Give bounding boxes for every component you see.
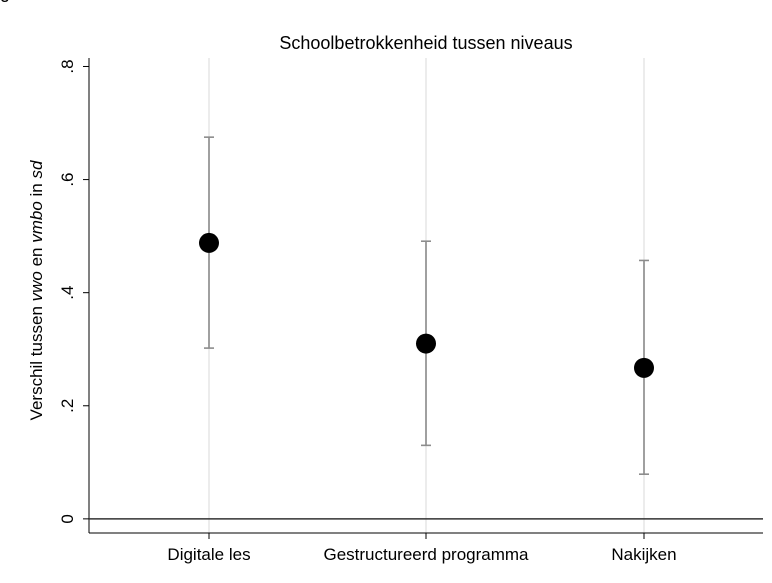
y-tick-label-4: .8 bbox=[58, 59, 77, 73]
data-points bbox=[199, 232, 654, 378]
data-point-1 bbox=[199, 232, 219, 253]
y-tick-label-1: .2 bbox=[58, 399, 77, 413]
y-axis-title-part-1: Verschil tussen bbox=[27, 301, 46, 420]
y-axis-title: Verschil tussen vwo en vmbo in sd bbox=[27, 160, 46, 420]
y-axis-title-part-5: in bbox=[27, 179, 46, 202]
y-ticks: 0 .2 .4 .6 .8 bbox=[58, 59, 89, 524]
x-ticks: Digitale les Gestructureerd programma Naki… bbox=[167, 533, 677, 564]
chart-title: Schoolbetrokkenheid tussen niveaus bbox=[279, 33, 572, 53]
x-tick-label-1: Gestructureerd programma bbox=[323, 545, 529, 564]
y-axis-title-part-2: vwo bbox=[27, 271, 46, 301]
y-tick-label-2: .4 bbox=[58, 286, 77, 300]
y-axis-title-part-4: vmbo bbox=[27, 201, 46, 243]
x-tick-label-0: Digitale les bbox=[167, 545, 250, 564]
data-point-2 bbox=[416, 333, 436, 354]
y-tick-label-3: .6 bbox=[58, 172, 77, 186]
y-tick-label-0: 0 bbox=[58, 514, 77, 523]
y-axis-title-part-3: en bbox=[27, 243, 46, 271]
x-tick-label-2: Nakijken bbox=[611, 545, 676, 564]
y-axis-title-part-6: sd bbox=[27, 160, 46, 179]
top-clipped-text: g bbox=[0, 0, 10, 2]
data-point-3 bbox=[634, 357, 654, 378]
